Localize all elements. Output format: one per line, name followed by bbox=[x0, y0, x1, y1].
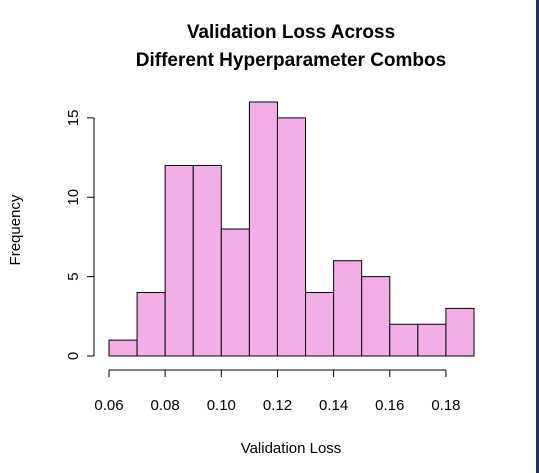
histogram-bar bbox=[109, 340, 137, 356]
histogram-bar bbox=[249, 102, 277, 356]
histogram-bar bbox=[221, 229, 249, 356]
chart-title-line-2: Different Hyperparameter Combos bbox=[136, 50, 446, 71]
histogram-bar bbox=[165, 166, 193, 357]
y-axis: 0 5 10 15 bbox=[65, 110, 94, 361]
histogram-bar bbox=[137, 293, 165, 357]
y-tick-label: 5 bbox=[65, 272, 82, 280]
x-tick-label: 0.16 bbox=[375, 397, 404, 414]
y-tick-label: 0 bbox=[65, 352, 82, 360]
x-axis: 0.06 0.08 0.10 0.12 0.14 0.16 0.18 bbox=[94, 370, 460, 414]
x-tick-label: 0.10 bbox=[207, 397, 236, 414]
histogram-bar bbox=[418, 324, 446, 356]
histogram-bar bbox=[390, 324, 418, 356]
histogram-bar bbox=[193, 166, 221, 357]
x-tick-label: 0.08 bbox=[151, 397, 180, 414]
histogram-bar bbox=[334, 261, 362, 356]
x-tick-label: 0.14 bbox=[319, 397, 348, 414]
histogram-bar bbox=[446, 308, 474, 356]
y-tick-label: 15 bbox=[65, 110, 82, 127]
y-axis-label: Frequency bbox=[7, 194, 24, 265]
histogram-bar bbox=[277, 118, 305, 356]
chart-title-line-1: Validation Loss Across bbox=[187, 22, 395, 43]
y-tick-label: 10 bbox=[65, 189, 82, 206]
x-tick-label: 0.12 bbox=[263, 397, 292, 414]
histogram-bar bbox=[362, 277, 390, 356]
histogram-bars bbox=[109, 102, 474, 356]
x-axis-label: Validation Loss bbox=[241, 440, 342, 457]
histogram-bar bbox=[306, 293, 334, 357]
x-tick-label: 0.18 bbox=[431, 397, 460, 414]
x-tick-label: 0.06 bbox=[94, 397, 123, 414]
